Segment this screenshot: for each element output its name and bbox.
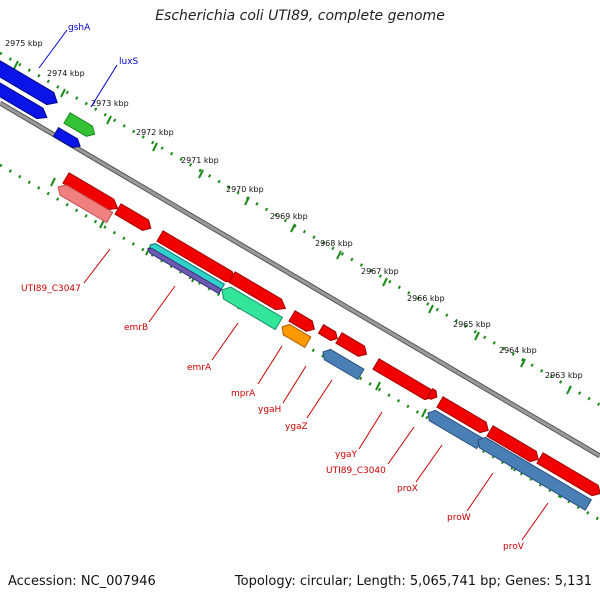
gene-blue-arrow-3 — [52, 127, 81, 148]
leader-proV — [521, 502, 549, 541]
gene-label-luxS: luxS — [119, 57, 139, 67]
gene-features — [0, 56, 600, 511]
gene-label-proX: proX — [397, 484, 418, 494]
gene-arrow-red-12 — [536, 452, 600, 497]
leader-proW — [466, 472, 494, 512]
leader-gshA — [38, 29, 68, 69]
gene-label-emrB: emrB — [124, 323, 148, 333]
gene-label-mprA: mprA — [231, 389, 256, 399]
gene-emrA-arrow — [221, 286, 284, 331]
gene-label-proV: proV — [503, 542, 525, 552]
gene-UTI89_C3047-arrow — [57, 184, 114, 224]
leader-UTI89_C3040 — [387, 426, 415, 465]
label-leaders — [38, 29, 549, 541]
ruler-label: 2964 kbp — [499, 346, 537, 355]
gene-label-ygaZ: ygaZ — [285, 422, 308, 432]
ruler-ticks-outer — [13, 60, 572, 395]
gene-blue-arrow-2 — [0, 78, 48, 120]
ruler-label: 2971 kbp — [181, 156, 219, 165]
tick — [50, 177, 56, 187]
ruler-labels: 2975 kbp 2974 kbp 2973 kbp 2972 kbp 2971… — [5, 39, 583, 380]
gene-arrow-red-11 — [486, 425, 539, 463]
gene-arrow-red-6 — [317, 324, 338, 341]
leader-ygaZ — [306, 379, 333, 419]
ruler-label: 2974 kbp — [47, 69, 85, 78]
ruler-label: 2970 kbp — [226, 185, 264, 194]
gene-mprA-arrow — [281, 323, 312, 349]
ruler-label: 2975 kbp — [5, 39, 43, 48]
genome-backbone — [0, 100, 600, 459]
gene-label-UTI89_C3047: UTI89_C3047 — [21, 284, 81, 294]
leader-emrA — [211, 322, 239, 361]
tick — [13, 60, 19, 70]
tick — [474, 331, 480, 341]
gene-labels: gshA luxS UTI89_C3047 emrB emrA mprA yga… — [21, 23, 525, 552]
tick — [60, 88, 66, 98]
tick — [99, 219, 105, 229]
gene-gshA-arrow — [0, 56, 58, 106]
gene-arrow-red-1 — [62, 172, 119, 211]
tick — [520, 358, 526, 368]
ruler-label: 2973 kbp — [91, 99, 129, 108]
leader-mprA — [257, 345, 283, 385]
gene-proX-arrow — [427, 409, 484, 450]
gene-label-proW: proW — [447, 513, 471, 523]
gene-label-gshA: gshA — [68, 23, 91, 33]
tick — [244, 196, 250, 206]
gene-label-ygaH: ygaH — [258, 405, 281, 415]
tick — [382, 277, 388, 287]
leader-emrB — [148, 285, 176, 323]
ruler-label: 2966 kbp — [407, 294, 445, 303]
topology-text: Topology: circular; Length: 5,065,741 bp… — [234, 574, 592, 589]
ruler-label: 2965 kbp — [453, 320, 491, 329]
gene-luxS-arrow — [63, 112, 96, 137]
gene-arrow-red-2 — [114, 203, 152, 231]
gene-proW-arrow — [477, 436, 593, 511]
ruler-label: 2968 kbp — [315, 239, 353, 248]
ruler-label: 2967 kbp — [361, 267, 399, 276]
tick — [421, 408, 427, 418]
map-title: Escherichia coli UTI89, complete genome — [155, 8, 445, 24]
gene-label-ygaY: ygaY — [335, 450, 358, 460]
gene-arrow-red-10 — [436, 396, 489, 434]
ruler-label: 2963 kbp — [545, 371, 583, 380]
leader-UTI89_C3047 — [83, 248, 111, 284]
tick — [428, 304, 434, 314]
gene-arrow-red-4 — [228, 271, 287, 311]
tick — [198, 169, 204, 179]
leader-ygaH — [282, 365, 307, 404]
leader-ygaY — [358, 411, 383, 450]
accession-text: Accession: NC_007946 — [8, 574, 156, 589]
tick — [152, 142, 158, 152]
ruler-label: 2972 kbp — [136, 128, 174, 137]
tick — [566, 385, 572, 395]
tick — [375, 381, 381, 391]
gene-arrow-red-7 — [335, 332, 368, 357]
gene-label-UTI89_C3040: UTI89_C3040 — [326, 466, 386, 476]
gene-arrow-red-9 — [426, 388, 438, 400]
gene-emrB-arrow — [147, 243, 226, 295]
tick — [336, 250, 342, 260]
tick — [290, 223, 296, 233]
leader-luxS — [90, 64, 118, 108]
tick — [106, 115, 112, 125]
leader-proX — [415, 444, 443, 483]
gene-label-emrA: emrA — [187, 363, 212, 373]
gene-arrow-red-5 — [288, 310, 316, 332]
gene-arrow-red-8 — [372, 358, 434, 401]
ruler-label: 2969 kbp — [270, 212, 308, 221]
gene-ygaZ-arrow — [322, 348, 365, 381]
